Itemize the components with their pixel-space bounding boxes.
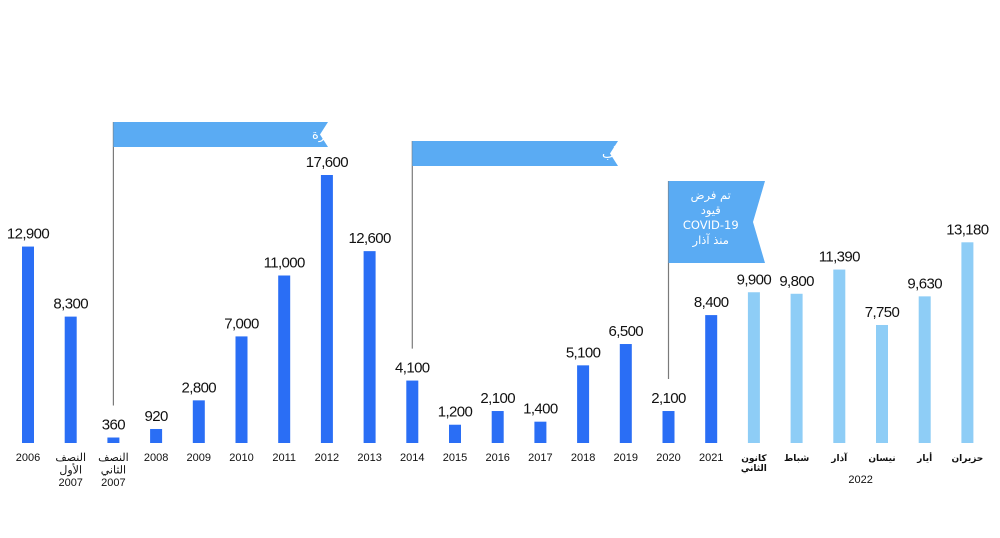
bar xyxy=(150,428,163,443)
x-tick-label: النصف xyxy=(98,452,129,464)
callout-text: حزيران 2007 - فرض الحصار على غزة xyxy=(312,128,524,143)
bar xyxy=(705,315,718,443)
covid-flag-line: COVID-19 xyxy=(683,218,739,232)
x-tick-label: آذار xyxy=(830,452,848,464)
bar-value-label: 11,390 xyxy=(819,249,860,266)
x-tick-label: 2021 xyxy=(699,452,723,464)
bar-value-label: 7,000 xyxy=(224,315,259,332)
bar xyxy=(363,251,376,443)
x-tick-label: 2008 xyxy=(144,452,168,464)
bar xyxy=(790,293,803,443)
bar xyxy=(192,400,205,443)
x-tick-label: 2019 xyxy=(614,452,638,464)
x-tick-label: 2016 xyxy=(485,452,509,464)
bar xyxy=(534,421,547,443)
bar xyxy=(577,365,590,443)
bar-value-label: 2,100 xyxy=(480,390,515,407)
bar-value-label: 360 xyxy=(102,417,125,434)
bar-value-label: 12,900 xyxy=(7,226,50,243)
bar xyxy=(107,437,120,443)
bar xyxy=(619,344,632,443)
bar xyxy=(833,269,846,443)
bar-value-label: 2,100 xyxy=(651,390,686,407)
callout-text: تصعيد الأعمال القتالية تموز - آب xyxy=(602,145,776,162)
x-tick-label: الثاني xyxy=(101,465,126,477)
bar xyxy=(449,424,461,443)
x-tick-label: 2011 xyxy=(272,452,296,464)
covid-flag-line: قيود xyxy=(701,203,721,218)
x-tick-label: نيسان xyxy=(868,454,895,464)
bar xyxy=(747,292,760,443)
x-tick-label: 2010 xyxy=(229,452,253,464)
bar-value-label: 7,750 xyxy=(865,304,900,321)
x-tick-label: 2012 xyxy=(315,452,339,464)
x-tick-label: 2009 xyxy=(187,452,211,464)
x-tick-label: 2017 xyxy=(528,452,552,464)
x-tick-label: 2007 xyxy=(101,477,125,489)
bar xyxy=(320,175,333,443)
x-tick-label: كانون xyxy=(741,454,767,464)
x-tick-label: النصف xyxy=(55,452,86,464)
x-tick-label: الأول xyxy=(59,463,82,477)
bar-value-label: 13,180 xyxy=(946,221,989,238)
x-tick-label: أيار xyxy=(916,452,932,464)
covid-flag-line: تم فرض xyxy=(691,188,731,203)
x-tick-label: 2007 xyxy=(58,477,82,489)
callout-banner xyxy=(412,141,618,166)
bar-value-label: 11,000 xyxy=(264,255,305,272)
bar xyxy=(961,242,974,443)
x-group-label: 2022 xyxy=(848,474,872,486)
x-tick-label: 2006 xyxy=(16,452,40,464)
bar-value-label: 9,900 xyxy=(737,271,772,288)
bar-value-label: 9,630 xyxy=(907,275,942,292)
x-tick-label: الثاني xyxy=(741,464,767,474)
bar xyxy=(876,324,888,443)
x-tick-label: 2018 xyxy=(571,452,595,464)
bar-value-label: 1,400 xyxy=(523,401,558,418)
bar-value-label: 9,800 xyxy=(779,273,814,290)
bar xyxy=(64,316,77,443)
bar-value-label: 2,800 xyxy=(182,379,217,396)
bar xyxy=(662,411,675,443)
bar xyxy=(22,246,34,443)
x-tick-label: 2014 xyxy=(400,452,424,464)
bar xyxy=(406,380,419,443)
bar-value-label: 5,100 xyxy=(566,344,601,361)
x-tick-label: حزيران xyxy=(951,454,983,464)
callout-banner xyxy=(113,122,329,147)
bar xyxy=(235,336,248,443)
bar-value-label: 920 xyxy=(144,408,167,425)
bar xyxy=(491,411,504,443)
covid-flag xyxy=(668,181,765,263)
x-tick-label: 2013 xyxy=(357,452,381,464)
covid-flag-line: منذ آذار xyxy=(692,233,729,248)
bar-value-label: 4,100 xyxy=(395,360,430,377)
bar-value-label: 17,600 xyxy=(306,154,349,171)
bar-value-label: 6,500 xyxy=(609,323,644,340)
bar xyxy=(278,275,291,443)
x-tick-label: 2020 xyxy=(656,452,680,464)
x-tick-label: 2015 xyxy=(443,452,467,464)
bar xyxy=(918,296,931,443)
bar-value-label: 8,300 xyxy=(53,296,88,313)
x-tick-label: شباط xyxy=(784,454,809,464)
bar-value-label: 12,600 xyxy=(348,230,391,247)
bar-value-label: 1,200 xyxy=(438,404,473,421)
bar-value-label: 8,400 xyxy=(694,294,729,311)
